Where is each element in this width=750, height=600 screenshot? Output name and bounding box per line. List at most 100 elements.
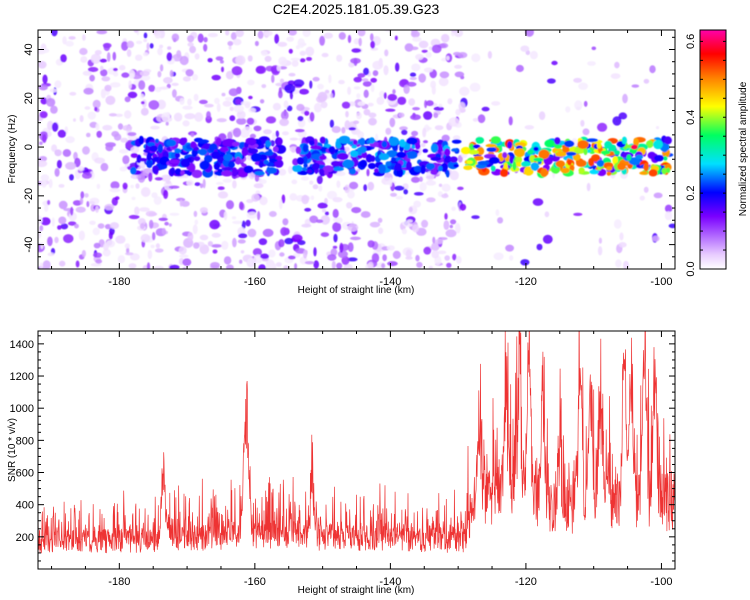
noise-speck — [95, 259, 103, 264]
noise-speck — [115, 235, 126, 244]
signal-blob — [368, 137, 375, 144]
noise-speck — [92, 99, 101, 109]
noise-speck — [299, 88, 309, 95]
noise-speck — [130, 184, 134, 189]
noise-speck — [565, 106, 571, 113]
noise-speck — [229, 115, 236, 122]
noise-speck — [333, 233, 338, 243]
noise-speck — [154, 177, 163, 181]
noise-speck — [264, 55, 272, 63]
noise-speck — [278, 56, 287, 66]
noise-speck — [457, 155, 463, 163]
noise-speck — [232, 127, 242, 138]
noise-speck — [437, 250, 447, 255]
noise-speck — [199, 99, 208, 105]
noise-speck — [317, 91, 328, 102]
signal-blob — [378, 164, 386, 174]
noise-speck — [381, 263, 386, 269]
signal-blob — [520, 161, 531, 167]
signal-blob — [374, 168, 379, 173]
noise-speck — [515, 64, 524, 73]
noise-speck — [179, 97, 185, 105]
noise-speck — [420, 143, 426, 148]
noise-speck — [149, 219, 154, 229]
noise-speck — [401, 221, 410, 226]
noise-speck — [279, 252, 285, 257]
noise-speck — [78, 166, 85, 172]
signal-blob — [422, 148, 429, 153]
noise-speck — [293, 79, 305, 87]
noise-speck — [97, 223, 105, 229]
noise-speck — [309, 180, 314, 185]
noise-speck — [454, 71, 465, 78]
noise-speck — [146, 42, 150, 51]
spectrogram-ytick-label: 40 — [23, 43, 35, 55]
noise-speck — [189, 45, 197, 54]
noise-speck — [317, 202, 328, 209]
noise-speck — [356, 93, 361, 99]
noise-speck — [288, 165, 293, 174]
noise-speck — [216, 118, 227, 123]
noise-speck — [186, 179, 194, 186]
noise-speck — [341, 127, 346, 134]
signal-blob — [169, 159, 180, 164]
noise-speck — [194, 182, 201, 187]
signal-blob — [146, 160, 153, 169]
signal-blob — [266, 167, 277, 174]
signal-blob — [174, 152, 180, 159]
signal-blob — [578, 167, 585, 174]
noise-speck — [80, 191, 85, 199]
colorbar-strip — [700, 30, 726, 269]
noise-speck — [615, 259, 622, 268]
noise-speck — [231, 216, 237, 220]
signal-blob — [174, 168, 182, 176]
noise-speck — [336, 54, 343, 62]
noise-speck — [294, 263, 298, 269]
noise-speck — [140, 107, 149, 116]
noise-speck — [405, 249, 412, 259]
signal-blob — [596, 142, 602, 149]
noise-speck — [126, 40, 135, 49]
noise-speck — [59, 260, 66, 267]
signal-blob — [617, 162, 626, 171]
noise-speck — [235, 30, 244, 38]
noise-speck — [246, 199, 254, 204]
noise-speck — [612, 116, 622, 126]
signal-blob — [342, 159, 355, 169]
noise-speck — [392, 89, 396, 95]
noise-speck — [40, 97, 48, 105]
noise-speck — [159, 44, 164, 49]
noise-speck — [154, 31, 162, 39]
signal-blob — [228, 161, 235, 169]
noise-speck — [426, 197, 436, 203]
noise-speck — [352, 128, 361, 135]
noise-speck — [472, 118, 479, 122]
noise-speck — [433, 106, 444, 111]
noise-speck — [332, 197, 343, 203]
spectrogram-ytick-label: -40 — [23, 237, 35, 253]
noise-speck — [39, 48, 50, 54]
signal-blob — [359, 159, 368, 168]
signal-blob — [275, 155, 283, 161]
noise-speck — [227, 131, 233, 141]
noise-speck — [127, 132, 137, 137]
noise-speck — [110, 82, 121, 88]
signal-blob — [562, 146, 570, 153]
noise-speck — [573, 77, 582, 83]
noise-speck — [272, 102, 281, 111]
noise-speck — [351, 207, 362, 214]
signal-blob — [415, 143, 421, 150]
noise-speck — [62, 149, 72, 157]
noise-speck — [146, 262, 151, 269]
noise-speck — [434, 125, 444, 131]
signal-blob — [247, 137, 257, 146]
noise-speck — [108, 113, 117, 117]
noise-speck — [87, 111, 97, 120]
noise-speck — [180, 200, 190, 207]
noise-speck — [260, 253, 270, 259]
noise-speck — [47, 252, 55, 257]
noise-speck — [323, 32, 333, 39]
signal-blob — [231, 167, 238, 177]
noise-speck — [306, 56, 312, 61]
signal-blob — [219, 146, 229, 152]
